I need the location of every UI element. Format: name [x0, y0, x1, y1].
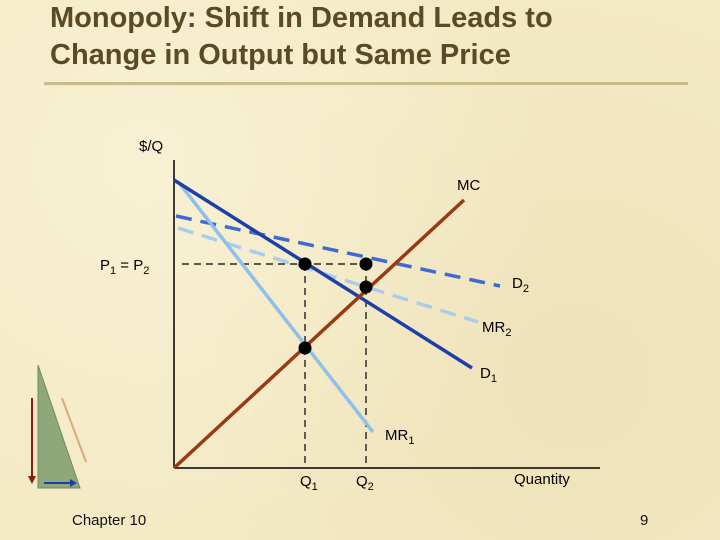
chapter-label: Chapter 10 [72, 512, 147, 529]
title-line-1: Monopoly: Shift in Demand Leads to [50, 2, 553, 34]
page-number: 9 [640, 512, 649, 529]
mc-curve [172, 198, 466, 470]
price-label: P1 = P2 [100, 257, 149, 277]
mc-mr1-intersection-point [298, 341, 312, 355]
mc-label: MC [457, 177, 480, 194]
title-divider [44, 82, 688, 86]
d2-curve [175, 214, 501, 288]
d2-price-point [359, 257, 373, 271]
mc-mr2-intersection-point [359, 280, 373, 294]
d1-price-point [298, 257, 312, 271]
q2-label: Q2 [356, 473, 374, 493]
d2-label: D2 [512, 275, 529, 295]
mr2-label: MR2 [482, 319, 511, 339]
mr1-curve [178, 182, 375, 434]
d1-curve [173, 178, 473, 370]
triangle-logo-icon [28, 364, 87, 489]
y-axis-label: $/Q [139, 138, 163, 155]
d1-label: D1 [480, 365, 497, 385]
title-line-2: Change in Output but Same Price [50, 39, 511, 71]
mr1-label: MR1 [385, 427, 414, 447]
q1-label: Q1 [300, 473, 318, 493]
slide-title: Monopoly: Shift in Demand Leads to Chang… [50, 0, 690, 74]
x-axis-label: Quantity [514, 471, 570, 488]
